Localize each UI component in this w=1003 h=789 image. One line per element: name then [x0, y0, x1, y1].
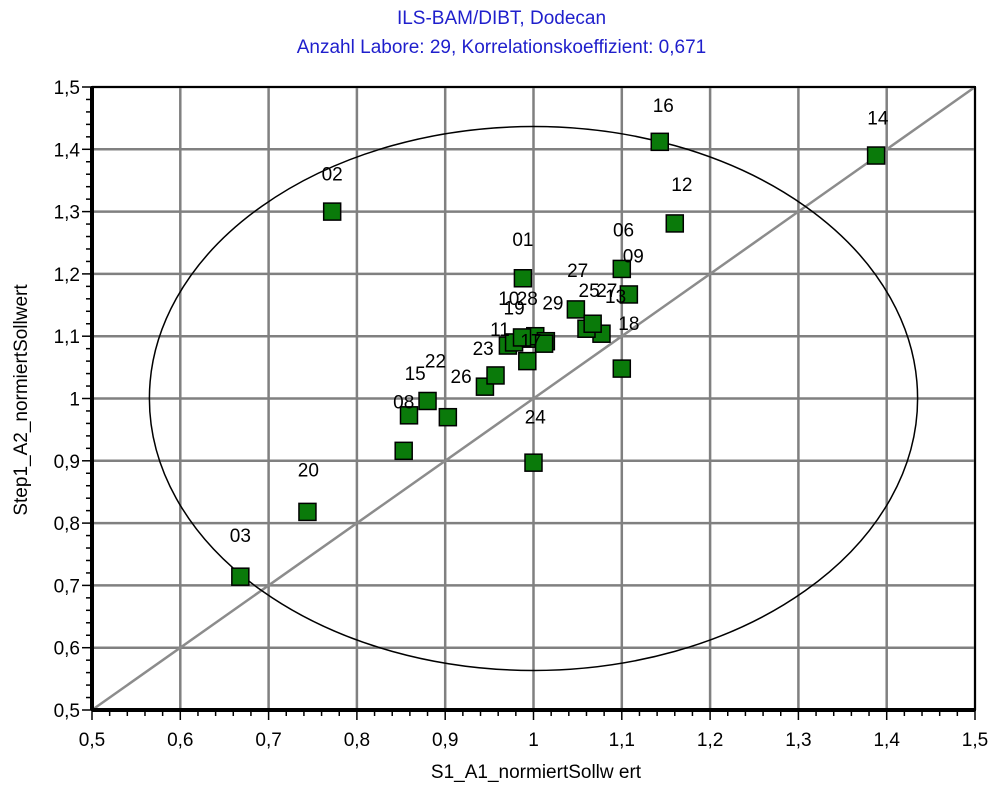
x-tick-label: 1,5	[962, 730, 988, 751]
point-label: 03	[230, 526, 251, 547]
x-axis-label: S1_A1_normiertSollw ert	[431, 762, 642, 783]
y-tick-label: 0,7	[54, 576, 80, 597]
point-label: 14	[867, 108, 889, 129]
y-tick-label: 1,1	[54, 327, 80, 348]
point-label: 23	[473, 339, 494, 360]
x-tick-label: 0,5	[79, 730, 105, 751]
data-point	[612, 259, 632, 279]
confidence-ellipse	[148, 125, 919, 672]
x-tick-label: 1,1	[609, 730, 635, 751]
x-tick-label: 0,6	[167, 730, 193, 751]
data-point	[592, 324, 611, 343]
point-label: 22	[425, 351, 446, 372]
data-point	[504, 333, 524, 352]
data-point	[486, 366, 505, 385]
data-point	[534, 334, 554, 353]
y-tick-label: 0,6	[54, 639, 80, 660]
data-points	[231, 132, 886, 586]
data-point	[298, 502, 317, 522]
data-point	[475, 377, 495, 396]
point-label: 26	[451, 367, 472, 388]
data-point	[536, 331, 556, 351]
y-tick-label: 0,9	[54, 452, 80, 473]
data-point	[518, 351, 537, 371]
x-tick-label: 0,7	[255, 730, 281, 751]
reference-line-group	[91, 85, 976, 712]
data-point	[665, 214, 685, 233]
data-point	[399, 406, 419, 425]
data-point	[518, 329, 538, 348]
grid-lines	[90, 85, 977, 712]
x-tick-labels: 0,5 0,6 0,7 0,8 0,9 1 1,1 1,2 1,3 1,4 1,5	[79, 730, 988, 751]
x-tick-label: 1,3	[785, 730, 811, 751]
point-label: 24	[525, 407, 547, 428]
y-axis-label: Step1_A2_normiertSollwert	[11, 284, 32, 516]
point-label: 13	[605, 287, 626, 308]
point-label: 10	[498, 289, 519, 310]
data-point	[619, 285, 639, 304]
reference-line	[91, 85, 976, 712]
chart-subtitle: Anzahl Labore: 29, Korrelationskoeffizie…	[296, 37, 707, 58]
point-label: 02	[322, 164, 343, 185]
data-point	[513, 269, 533, 288]
y-tick-labels: 0,5 0,6 0,7 0,8 0,9 1 1,1 1,2 1,3 1,4 1,5	[54, 78, 81, 722]
y-tick-label: 1,3	[54, 203, 80, 224]
point-label: 01	[512, 230, 533, 251]
point-label: 28	[517, 289, 538, 310]
data-point	[512, 328, 532, 347]
chart-title: ILS-BAM/DIBT, Dodecan	[396, 8, 607, 29]
y-tick-label: 1,2	[54, 265, 80, 286]
point-label: 27	[596, 281, 617, 302]
point-label: 20	[298, 460, 319, 481]
x-tick-label: 1,4	[873, 730, 900, 751]
data-point	[418, 391, 437, 411]
data-point	[438, 407, 458, 427]
point-label: 17	[520, 331, 541, 352]
y-tick-label: 1,5	[54, 78, 80, 99]
data-point	[866, 146, 886, 165]
point-label: 27	[567, 261, 588, 282]
data-point	[322, 202, 342, 221]
data-point	[394, 441, 413, 461]
point-label: 06	[613, 221, 634, 242]
point-label: 19	[504, 298, 525, 319]
point-label: 16	[653, 96, 674, 117]
data-point	[650, 132, 670, 152]
y-tick-label: 1	[69, 390, 80, 411]
point-label: 15	[405, 364, 426, 385]
data-point	[498, 336, 518, 355]
data-point	[526, 326, 545, 346]
data-point	[577, 319, 596, 338]
data-point	[231, 567, 250, 586]
x-tick-label: 0,8	[344, 730, 370, 751]
data-point	[583, 314, 602, 333]
confidence-ellipse-group	[148, 125, 919, 672]
axes	[82, 86, 976, 720]
x-tick-label: 0,9	[432, 730, 458, 751]
x-tick-label: 1	[528, 730, 539, 751]
point-label: 29	[542, 293, 563, 314]
y-tick-label: 0,5	[54, 701, 80, 722]
y-tick-label: 0,8	[54, 514, 80, 535]
data-point	[566, 300, 586, 319]
point-label: 25	[579, 281, 600, 302]
y-tick-label: 1,4	[54, 140, 81, 161]
data-point	[612, 359, 632, 378]
x-tick-label: 1,2	[697, 730, 723, 751]
plot-frame	[91, 86, 976, 711]
point-label: 09	[623, 247, 644, 268]
point-label: 11	[490, 320, 510, 341]
point-label: 08	[393, 392, 414, 413]
data-point	[524, 453, 543, 472]
point-label: 18	[618, 314, 639, 335]
point-label: 12	[671, 175, 692, 196]
